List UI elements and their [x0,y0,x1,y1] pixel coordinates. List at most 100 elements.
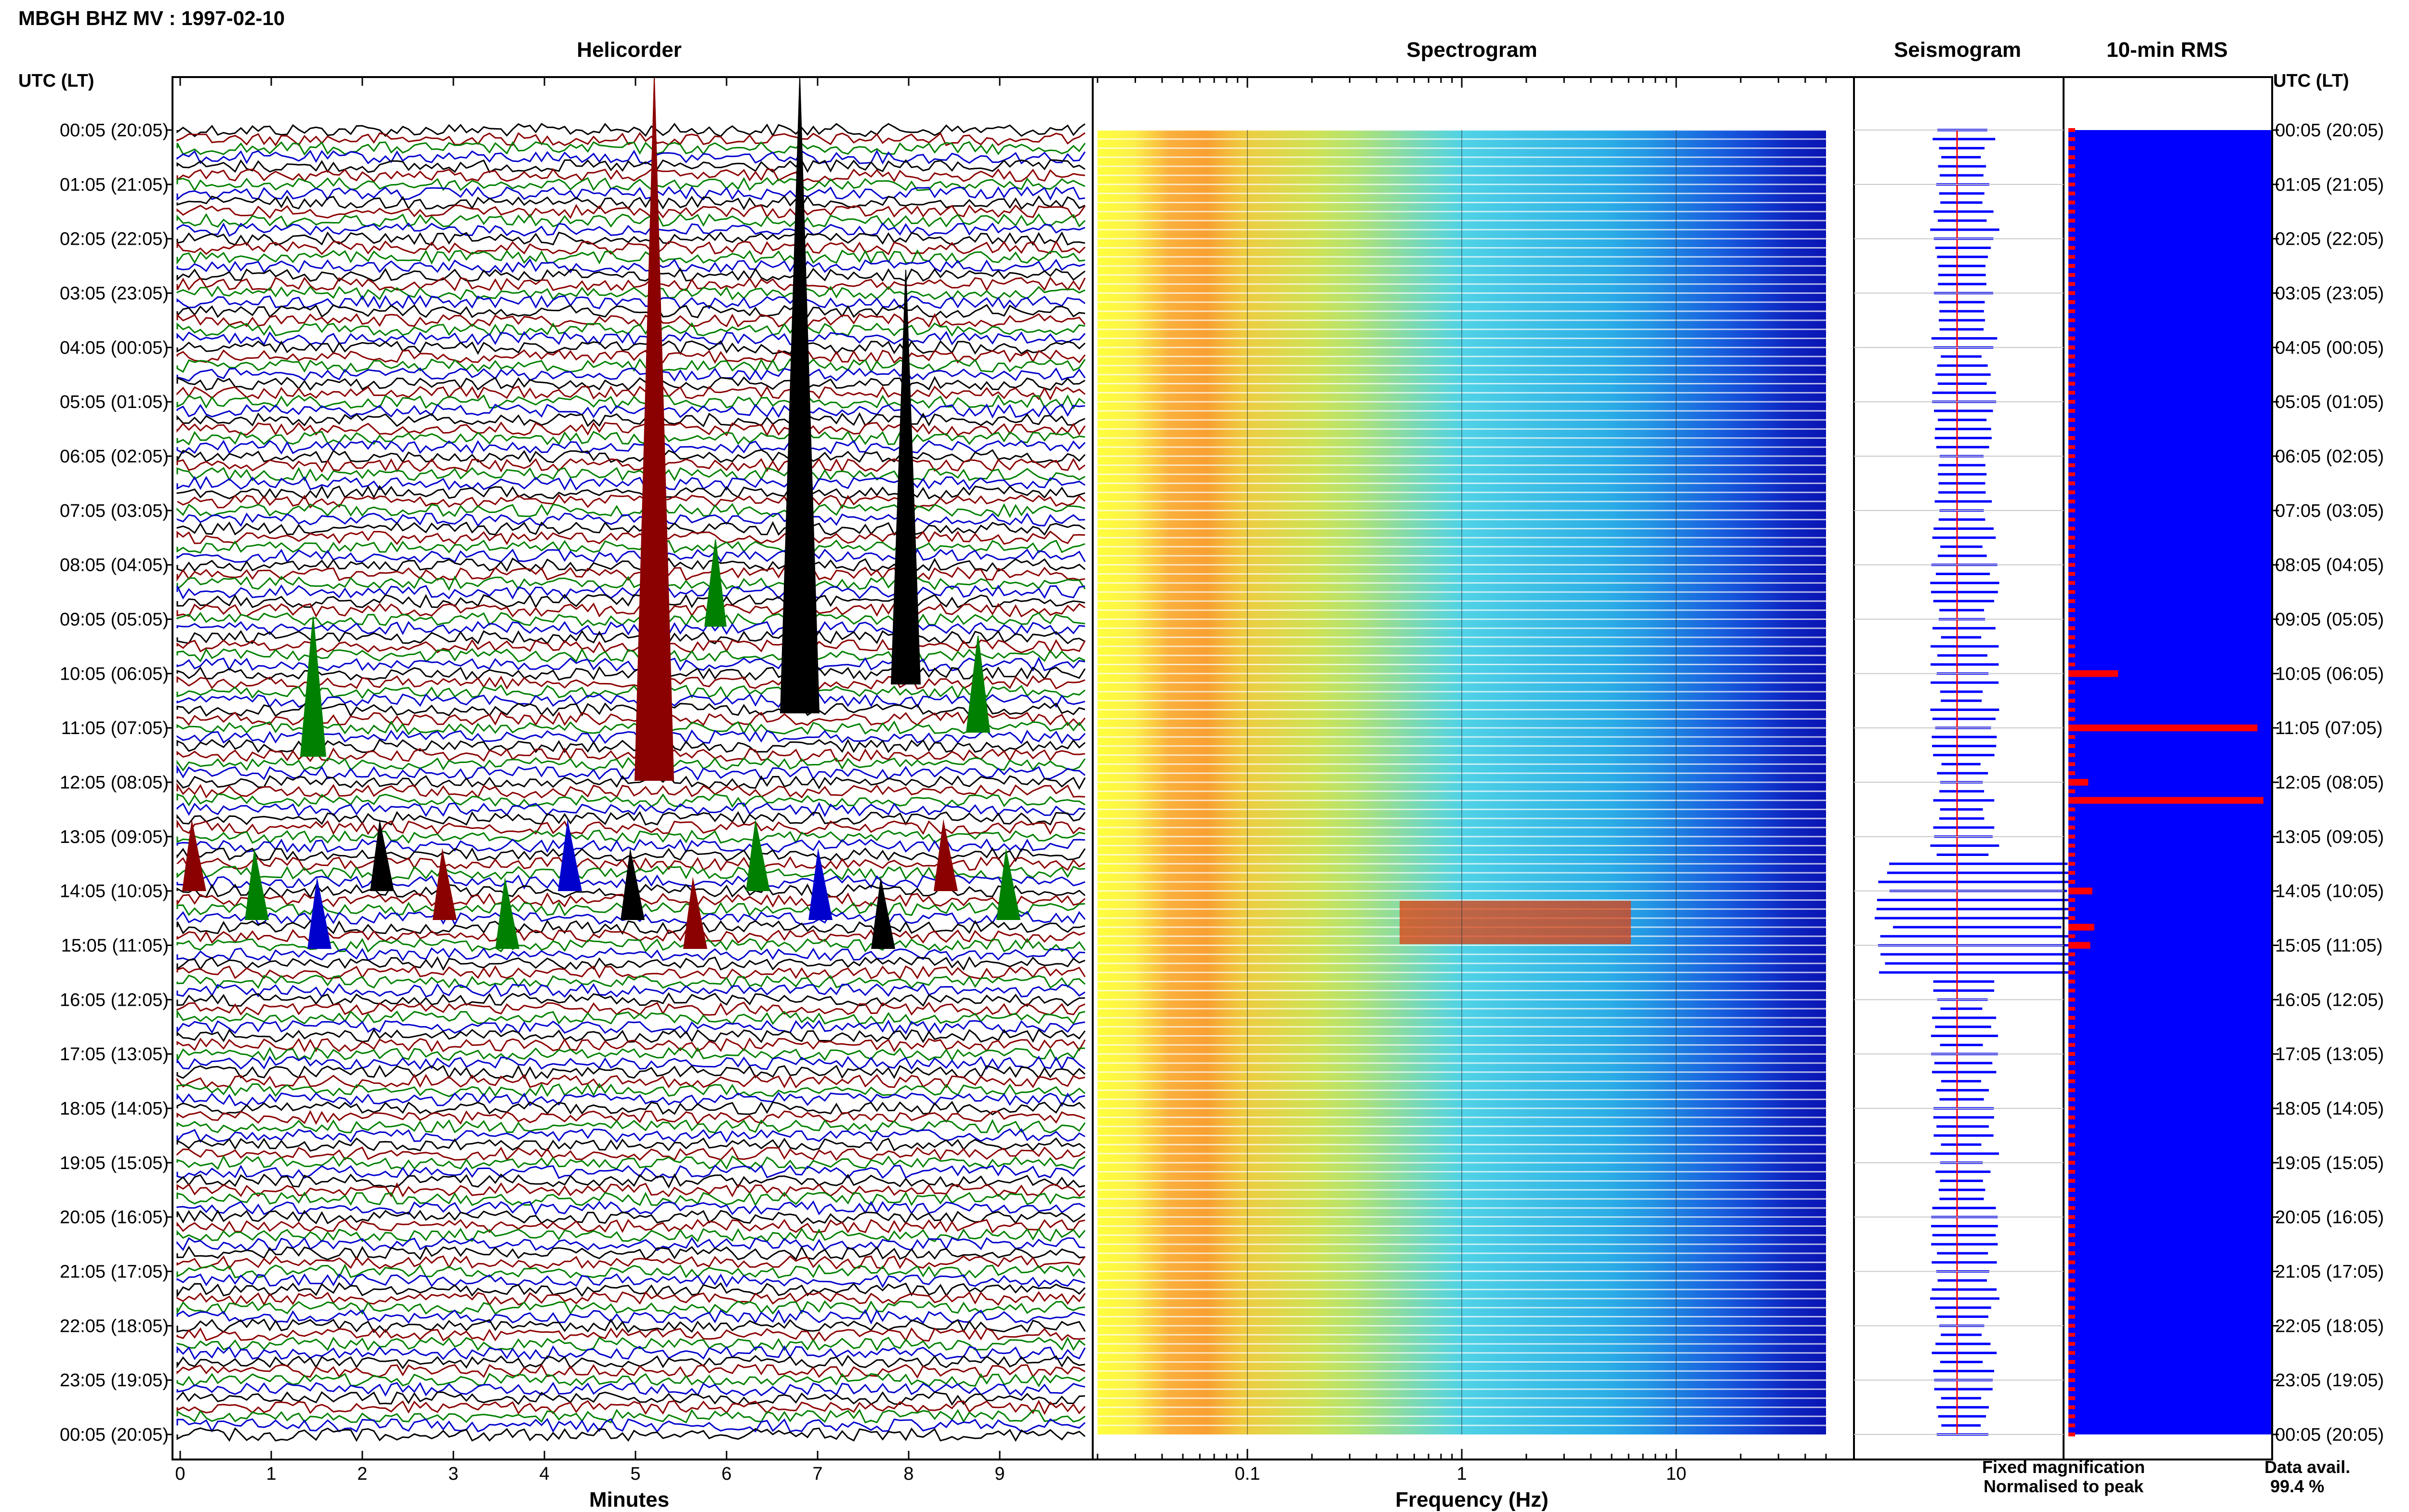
data-availability-value: 99.4 % [2270,1476,2324,1496]
helicorder-panel [176,77,1086,1442]
helicorder-trace [176,657,1085,672]
helicorder-trace [176,421,1086,437]
time-label-right: 02:05 (22:05) [2275,229,2384,250]
rms-spike [2068,923,2094,931]
helicorder-trace [176,1091,1085,1107]
helicorder-trace [176,557,1085,572]
rms-bar [2068,182,2075,186]
time-label-right: 16:05 (12:05) [2275,990,2384,1010]
rms-bar [2068,998,2075,1002]
time-label-left: 17:05 (13:05) [60,1044,169,1065]
helicorder-event [704,539,727,627]
rms-bar [2068,843,2075,848]
rms-bar [2068,753,2075,757]
helicorder-trace [176,602,1085,618]
rms-bar [2068,1115,2075,1119]
time-label-left: 11:05 (07:05) [61,718,169,738]
rms-bar [2068,291,2075,295]
helicorder-trace [176,177,1085,192]
rms-bar [2068,1288,2075,1292]
helicorder-trace [176,1009,1085,1026]
x-tick-label: 0.1 [1235,1464,1260,1484]
rms-bar [2068,318,2075,322]
rms-bar [2068,1052,2075,1056]
helicorder-event [890,269,921,684]
helicorder-trace [176,1146,1085,1161]
helicorder-trace [176,1318,1086,1333]
helicorder-trace [176,1399,1086,1415]
time-label-right: 23:05 (19:05) [2275,1370,2384,1391]
helicorder-trace [176,122,1085,137]
helicorder-trace [176,322,1085,337]
rms-bar [2068,445,2075,449]
rms-bar [2068,1387,2075,1391]
x-axis-ticks: 0 1 2 3 4 5 6 7 8 9 0.1 1 10 [175,77,1827,1484]
helicorder-trace [176,1309,1085,1325]
rms-bar [2068,617,2075,621]
rms-bar [2068,1215,2075,1219]
helicorder-trace [176,476,1085,491]
helicorder-trace [176,485,1085,500]
time-label-right: 07:05 (03:05) [2275,501,2384,521]
time-label-left: 04:05 (00:05) [60,338,169,358]
helicorder-trace [176,330,1086,346]
rms-bar [2068,862,2075,866]
helicorder-trace [176,983,1085,999]
helicorder-trace [176,675,1085,691]
time-label-right: 08:05 (04:05) [2275,555,2384,576]
helicorder-x-label: Minutes [589,1488,669,1512]
helicorder-trace [176,213,1086,228]
time-label-right: 20:05 (16:05) [2275,1208,2384,1228]
rms-panel [2068,128,2272,1436]
rms-bar [2068,1179,2075,1183]
rms-spike [2068,724,2258,732]
helicorder-trace [176,1019,1085,1035]
rms-bar [2068,355,2075,359]
helicorder-trace [176,782,1085,799]
time-label-right: 21:05 (17:05) [2275,1262,2384,1282]
rms-bar [2068,834,2075,839]
helicorder-trace [176,1082,1085,1097]
helicorder-trace [176,439,1086,455]
rms-bar [2068,662,2075,667]
rms-bar [2068,545,2075,549]
helicorder-trace [176,947,1085,962]
time-label-left: 06:05 (02:05) [60,447,169,467]
time-label-left: 01:05 (21:05) [60,175,169,195]
rms-fill [2068,130,2272,1434]
rms-bar [2068,771,2075,776]
rms-bar [2068,454,2075,458]
x-tick-label: 1 [266,1464,276,1484]
helicorder-trace [176,131,1085,147]
time-label-right: 12:05 (08:05) [2275,773,2384,793]
helicorder-trace [176,231,1085,246]
helicorder-trace [176,612,1085,627]
helicorder-swarm-event [996,848,1020,920]
helicorder-trace [176,258,1085,274]
helicorder-trace [176,294,1085,310]
helicorder-trace [176,1137,1085,1152]
helicorder-trace [176,503,1085,518]
helicorder-trace [176,684,1085,699]
time-label-left: 00:05 (20:05) [60,1425,169,1445]
spectrogram-title: Spectrogram [1406,38,1537,62]
x-tick-label: 9 [994,1464,1005,1484]
time-label-left: 15:05 (11:05) [61,936,169,956]
rms-bar [2068,219,2075,223]
rms-bar [2068,816,2075,821]
helicorder-trace [176,593,1085,609]
helicorder-trace [176,956,1085,971]
rms-bar [2068,282,2075,286]
helicorder-trace [176,1128,1085,1143]
helicorder-swarm-event [495,877,519,949]
helicorder-trace [176,240,1086,255]
rms-bar [2068,934,2075,938]
rms-bar [2068,1088,2075,1092]
helicorder-trace [176,1345,1086,1360]
helicorder-trace [176,304,1085,318]
rms-title: 10-min RMS [2106,38,2228,62]
time-label-left: 19:05 (15:05) [60,1153,169,1173]
rms-bar [2068,128,2075,132]
helicorder-trace [176,1300,1085,1315]
rms-bar [2068,1315,2075,1319]
